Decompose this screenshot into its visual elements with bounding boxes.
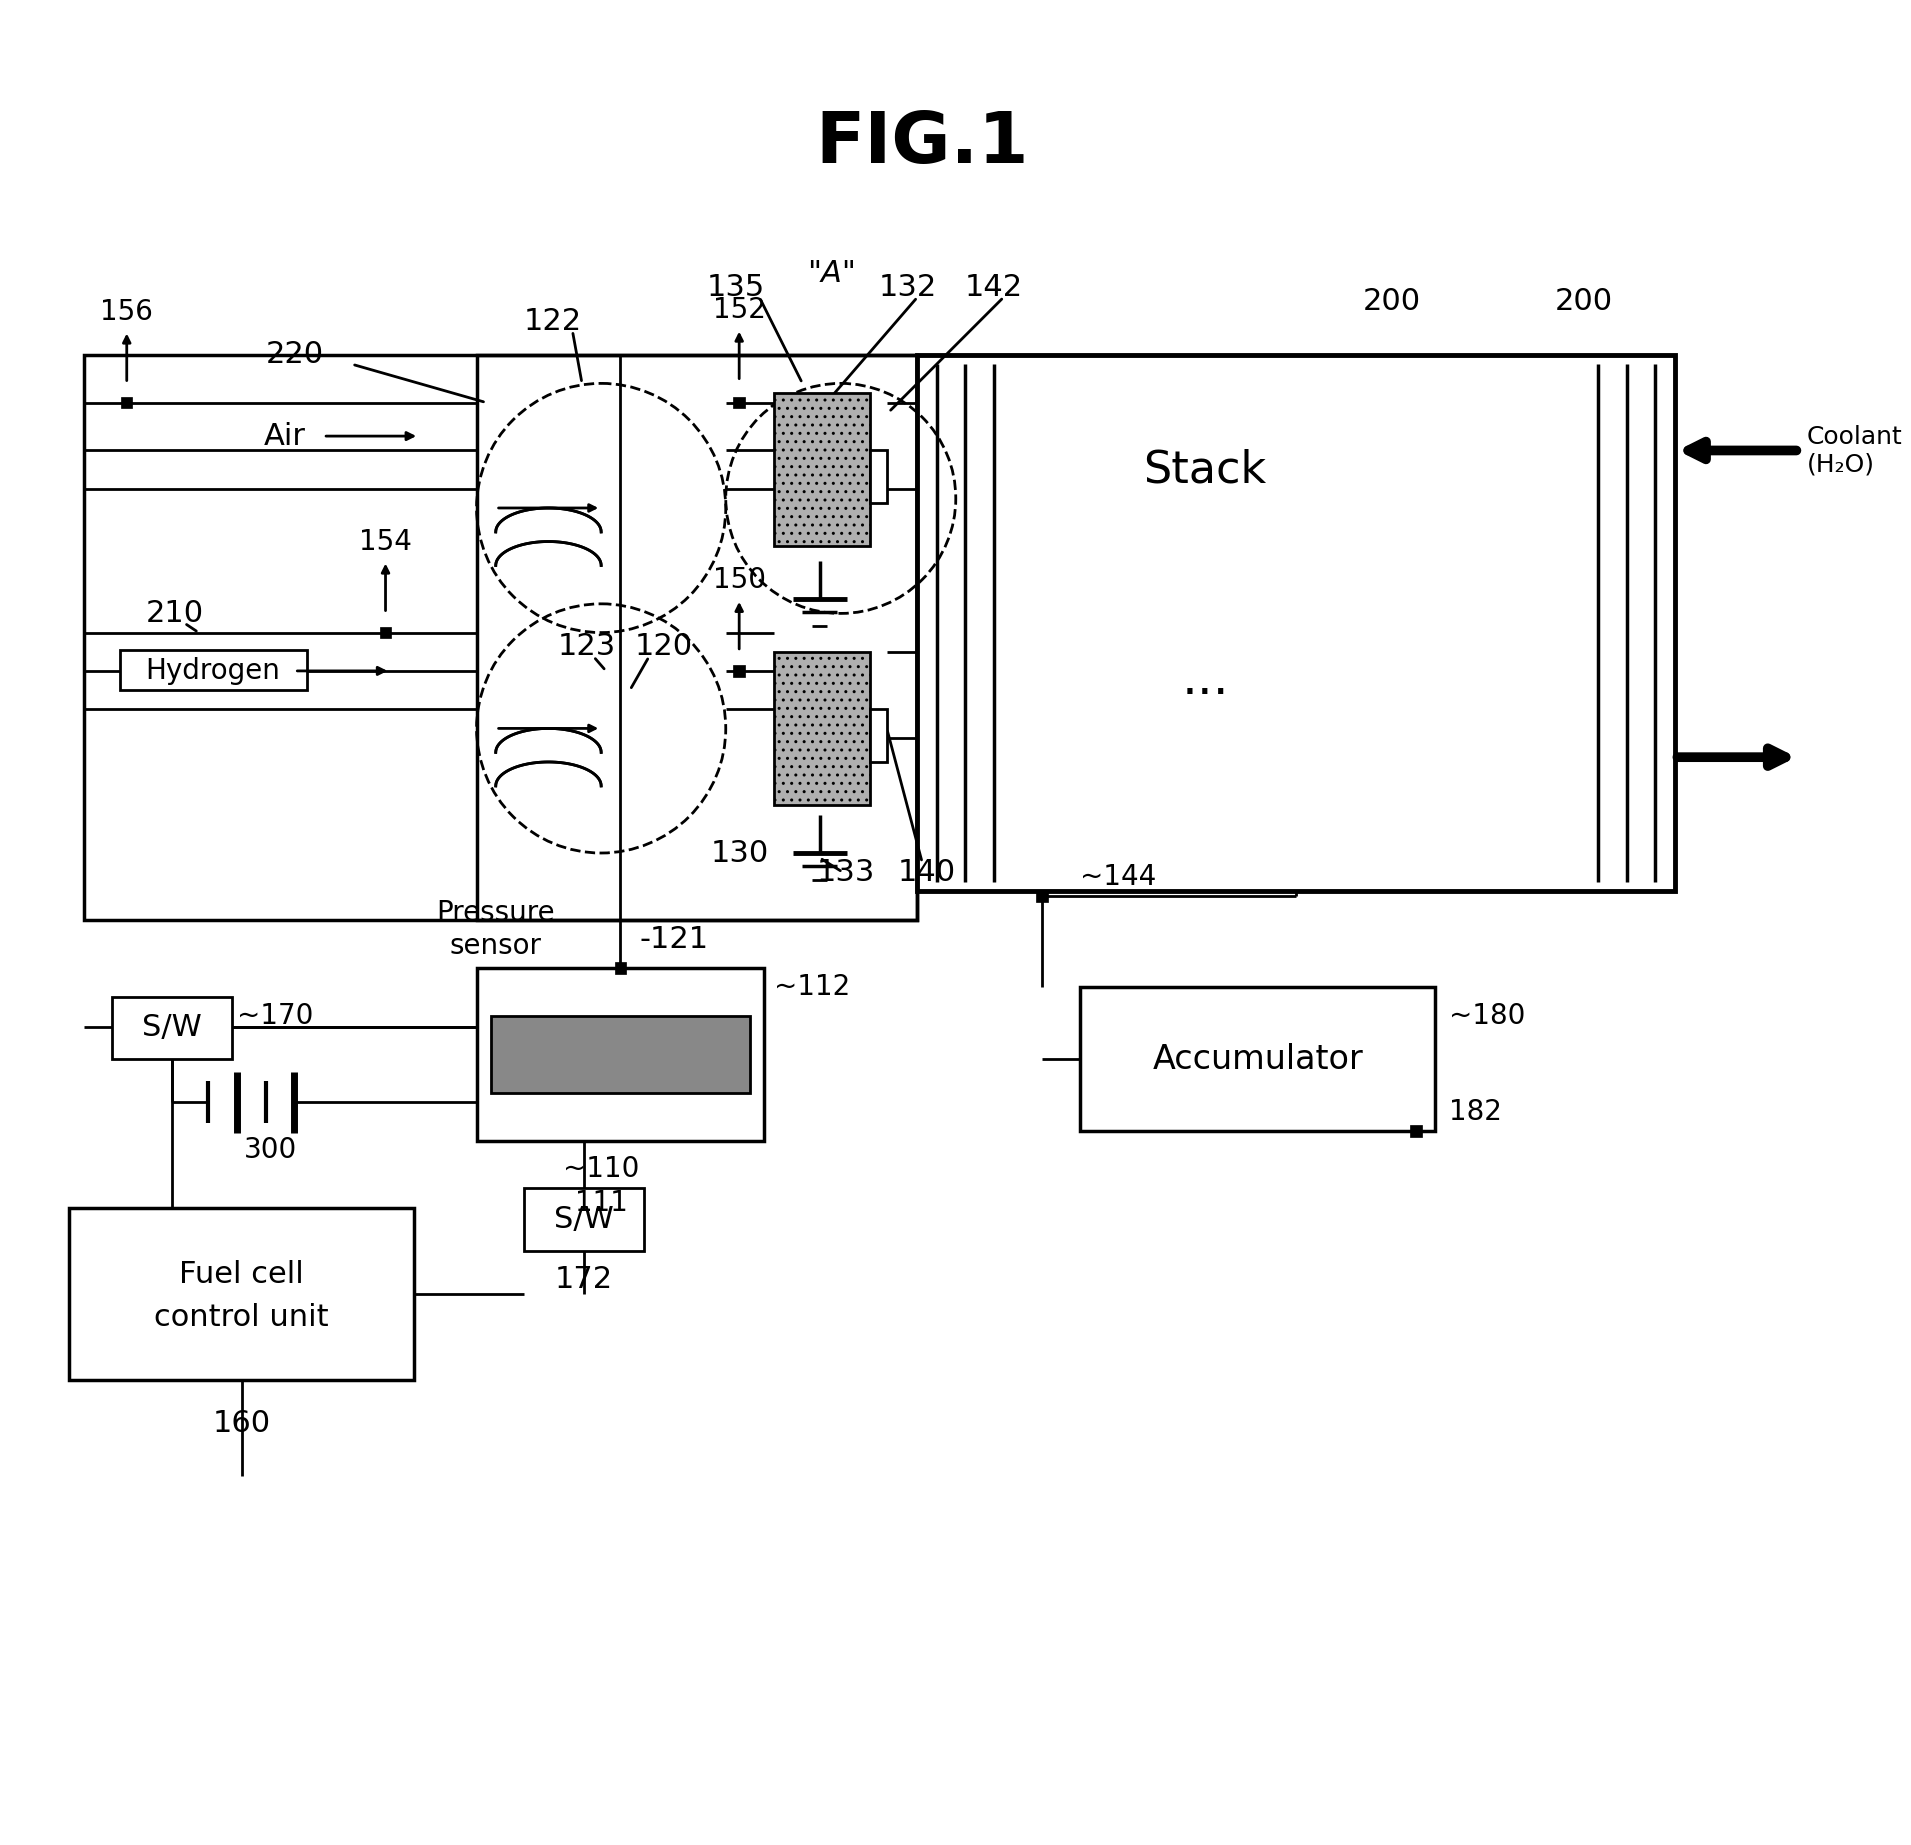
Text: 111: 111 [575, 1188, 627, 1218]
Text: 150: 150 [713, 566, 766, 594]
Text: Coolant
(H₂O): Coolant (H₂O) [1808, 424, 1903, 476]
Text: S/W: S/W [141, 1013, 203, 1042]
Text: 152: 152 [713, 295, 766, 323]
Text: control unit: control unit [155, 1303, 329, 1332]
Bar [870, 450, 887, 504]
Text: 220: 220 [266, 339, 323, 369]
Text: ~110: ~110 [564, 1155, 640, 1183]
Bar [476, 969, 764, 1140]
Bar [734, 666, 745, 677]
Text: 200: 200 [1554, 288, 1613, 317]
Text: 120: 120 [634, 633, 692, 662]
Text: 300: 300 [245, 1137, 296, 1164]
Bar [380, 627, 392, 638]
Text: 200: 200 [1363, 288, 1422, 317]
Bar [1080, 987, 1435, 1131]
Bar [1036, 891, 1047, 902]
Text: 130: 130 [711, 838, 770, 867]
Bar [120, 397, 132, 408]
Text: ~144: ~144 [1080, 863, 1156, 891]
Text: ~180: ~180 [1449, 1002, 1525, 1030]
Bar [615, 963, 627, 974]
Text: Stack: Stack [1143, 448, 1267, 491]
Text: ~112: ~112 [774, 972, 850, 1002]
Text: 123: 123 [558, 633, 615, 662]
Bar [524, 1188, 644, 1251]
Bar [774, 393, 870, 546]
Text: "A": "A" [806, 258, 856, 288]
Text: 154: 154 [359, 528, 413, 555]
Text: 140: 140 [898, 858, 956, 887]
Text: 132: 132 [879, 273, 936, 303]
Bar [734, 397, 745, 408]
Bar [870, 708, 887, 762]
Text: Fuel cell: Fuel cell [180, 1260, 304, 1290]
Text: ...: ... [1181, 657, 1229, 705]
Text: S/W: S/W [554, 1205, 613, 1234]
Text: Pressure
sensor: Pressure sensor [436, 900, 554, 959]
Text: 160: 160 [212, 1410, 271, 1437]
Bar [1410, 1125, 1422, 1137]
Bar [113, 996, 231, 1059]
Text: Hydrogen: Hydrogen [145, 657, 281, 684]
Bar [917, 354, 1674, 891]
Text: Air: Air [264, 423, 306, 450]
Text: 133: 133 [816, 858, 875, 887]
Text: -121: -121 [640, 924, 709, 954]
Bar [84, 354, 917, 921]
Bar [491, 1017, 749, 1092]
Text: 182: 182 [1449, 1098, 1502, 1125]
Text: Accumulator: Accumulator [1152, 1042, 1363, 1076]
Text: 142: 142 [965, 273, 1022, 303]
Bar [120, 649, 308, 690]
Text: 156: 156 [99, 297, 153, 325]
Bar [774, 651, 870, 804]
Text: 135: 135 [707, 273, 764, 303]
Text: 210: 210 [145, 600, 204, 627]
Bar [69, 1208, 415, 1380]
Text: ~170: ~170 [237, 1002, 313, 1030]
Text: 122: 122 [524, 306, 583, 336]
Bar [476, 354, 917, 921]
Text: 172: 172 [554, 1266, 613, 1293]
Text: FIG.1: FIG.1 [816, 109, 1028, 179]
